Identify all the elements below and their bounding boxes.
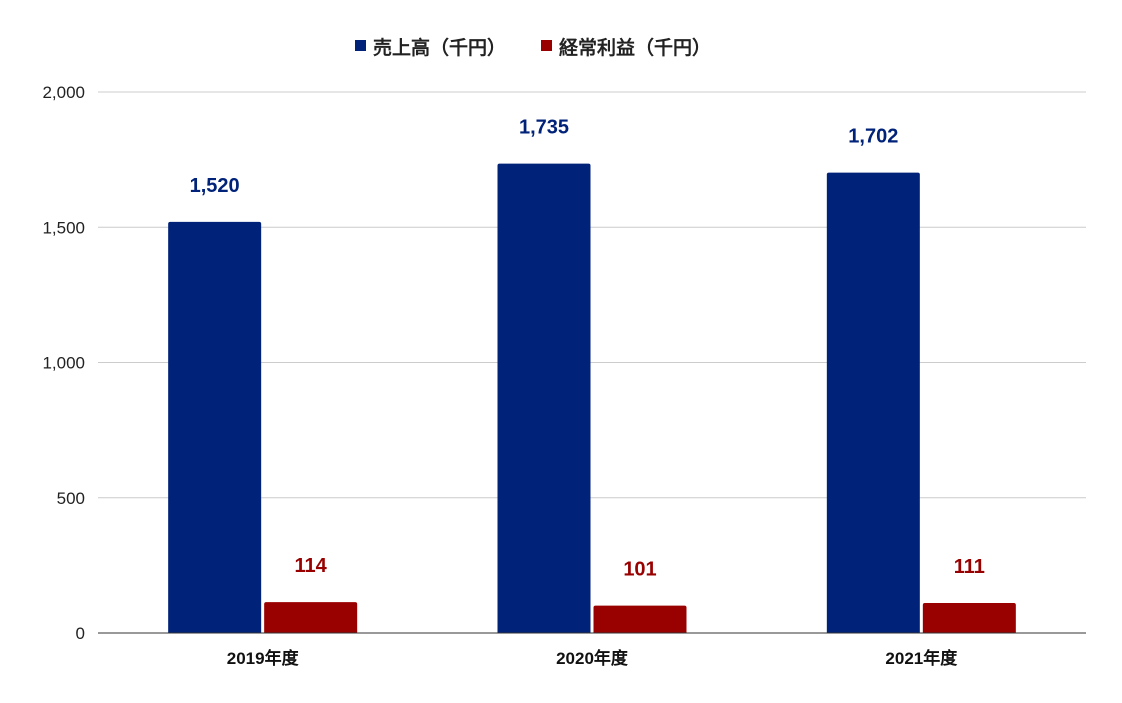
data-label-sales: 1,702 bbox=[848, 126, 898, 148]
legend-swatch-sales bbox=[355, 40, 366, 51]
data-label-ordinary-profit: 114 bbox=[295, 555, 328, 577]
y-tick-label: 2,000 bbox=[42, 83, 85, 102]
bar-ordinary-profit bbox=[922, 602, 1016, 633]
y-tick-label: 500 bbox=[57, 489, 85, 508]
y-axis-ticks: 0 500 1,000 1,500 2,000 bbox=[42, 83, 85, 643]
y-tick-label: 1,000 bbox=[42, 354, 85, 373]
legend: 売上高（千円） 経常利益（千円） bbox=[355, 36, 711, 59]
legend-label-ordinary-profit: 経常利益（千円） bbox=[559, 36, 711, 59]
x-axis-ticks: 2019年度 2020年度 2021年度 bbox=[227, 648, 958, 668]
data-labels: 1,520 114 1,735 101 1,702 111 bbox=[190, 117, 985, 581]
legend-label-sales: 売上高（千円） bbox=[373, 36, 506, 59]
data-label-sales: 1,520 bbox=[190, 175, 240, 197]
bars bbox=[168, 163, 1016, 633]
legend-swatch-ordinary-profit bbox=[541, 40, 552, 51]
gridlines bbox=[98, 91, 1086, 499]
bar-sales bbox=[826, 172, 920, 633]
x-tick-label: 2021年度 bbox=[885, 648, 958, 668]
data-label-ordinary-profit: 111 bbox=[954, 556, 985, 578]
bar-sales bbox=[168, 221, 262, 633]
bar-ordinary-profit bbox=[264, 602, 358, 633]
bar-sales bbox=[497, 163, 591, 633]
data-label-sales: 1,735 bbox=[519, 117, 569, 139]
x-tick-label: 2019年度 bbox=[227, 648, 300, 668]
data-label-ordinary-profit: 101 bbox=[623, 559, 656, 581]
y-tick-label: 0 bbox=[76, 624, 85, 643]
bar-ordinary-profit bbox=[593, 605, 687, 633]
y-tick-label: 1,500 bbox=[42, 218, 85, 237]
x-tick-label: 2020年度 bbox=[556, 648, 629, 668]
